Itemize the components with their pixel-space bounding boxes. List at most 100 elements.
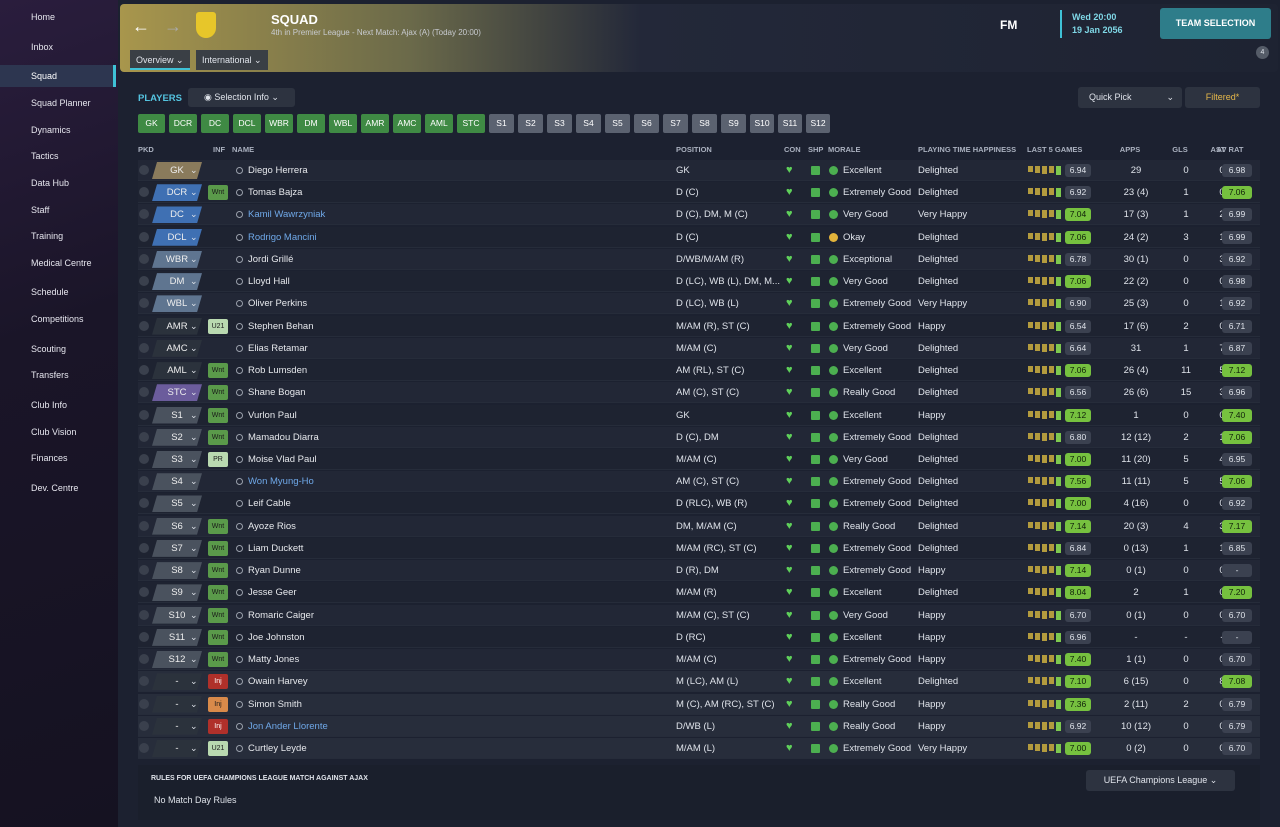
forward[interactable]: → bbox=[164, 16, 182, 36]
player-name[interactable]: Rob Lumsden bbox=[248, 365, 308, 377]
club-badge[interactable] bbox=[196, 12, 216, 38]
pkd-select[interactable]: GK bbox=[152, 162, 202, 179]
position-filter[interactable]: AML bbox=[425, 114, 453, 133]
menu-item[interactable]: Medical Centre bbox=[0, 252, 116, 274]
position-filter[interactable]: WBR bbox=[265, 114, 293, 133]
player-row[interactable]: S4 ⌄ Won Myung-Ho AM (C), ST (C) ♥ Extremely … bbox=[138, 471, 1260, 493]
player-row[interactable]: S12 ⌄ Wnt Matty Jones M/AM (C) ♥ Extremely Goo… bbox=[138, 649, 1260, 671]
player-name[interactable]: Shane Bogan bbox=[248, 387, 306, 399]
pkd-select[interactable]: AML bbox=[152, 362, 202, 380]
position-filter[interactable]: S8 bbox=[692, 114, 717, 133]
pkd-select[interactable]: S12 bbox=[152, 651, 202, 669]
pkd-select[interactable]: S7 bbox=[152, 539, 202, 557]
quick-pick[interactable]: Quick Pick ⌄ bbox=[1078, 87, 1182, 108]
pkd-select[interactable]: DCR bbox=[152, 184, 202, 202]
position-filter[interactable]: DM bbox=[297, 114, 325, 133]
pkd-select[interactable]: DCL bbox=[152, 228, 202, 246]
player-name[interactable]: Matty Jones bbox=[248, 654, 300, 666]
position-filter[interactable]: DCR bbox=[169, 114, 197, 133]
dropdown[interactable]: ⌄ bbox=[190, 631, 198, 642]
column-header[interactable]: PLAYING TIME HAPPINESS bbox=[918, 145, 1017, 154]
column-header[interactable]: AV RAT bbox=[1216, 145, 1244, 154]
menu-item[interactable]: Inbox bbox=[0, 36, 116, 58]
column-header[interactable]: SHP bbox=[808, 145, 824, 154]
player-name[interactable]: Jesse Geer bbox=[248, 587, 297, 599]
tab[interactable]: International ⌄ bbox=[196, 50, 268, 70]
fm-button[interactable]: FM bbox=[1000, 18, 1018, 32]
position-filter[interactable]: DCL bbox=[233, 114, 261, 133]
menu-item[interactable]: Data Hub bbox=[0, 172, 116, 194]
position-filter[interactable]: S7 bbox=[663, 114, 688, 133]
player-row[interactable]: S5 ⌄ Leif Cable D (RLC), WB (R) ♥ Extremely G… bbox=[138, 493, 1260, 515]
team-selection-button[interactable]: TEAM SELECTION bbox=[1160, 8, 1271, 39]
position-filter[interactable]: S10 bbox=[750, 114, 774, 133]
player-name[interactable]: Rodrigo Mancini bbox=[248, 231, 317, 243]
dropdown[interactable]: ⌄ bbox=[190, 209, 198, 220]
player-name[interactable]: Leif Cable bbox=[248, 498, 291, 510]
player-name[interactable]: Kamil Wawrzyniak bbox=[248, 209, 326, 221]
player-name[interactable]: Tomas Bajza bbox=[248, 187, 303, 199]
player-row[interactable]: WBR ⌄ Jordi Grillé D/WB/M/AM (R) ♥ Exceptiona… bbox=[138, 248, 1260, 270]
column-header[interactable]: MORALE bbox=[828, 145, 861, 154]
player-row[interactable]: GK ⌄ Diego Herrera GK ♥ Excellent Delighted 6.9… bbox=[138, 160, 1260, 181]
player-name[interactable]: Ayoze Rios bbox=[248, 520, 296, 532]
player-row[interactable]: - ⌄ Inj Owain Harvey M (LC), AM (L) ♥ Excellen… bbox=[138, 671, 1260, 693]
pkd-select[interactable]: - bbox=[152, 739, 202, 757]
pkd-select[interactable]: S10 bbox=[152, 606, 202, 624]
pkd-select[interactable]: STC bbox=[152, 384, 202, 402]
position-filter[interactable]: GK bbox=[138, 114, 165, 133]
menu-item[interactable]: Schedule bbox=[0, 281, 116, 303]
player-name[interactable]: Simon Smith bbox=[248, 698, 302, 710]
pkd-select[interactable]: WBL bbox=[152, 295, 202, 313]
menu-item[interactable]: Training bbox=[0, 225, 116, 247]
column-header[interactable]: INF bbox=[213, 145, 226, 154]
player-row[interactable]: AMC ⌄ Elias Retamar M/AM (C) ♥ Very Good Delig… bbox=[138, 337, 1260, 359]
player-row[interactable]: S6 ⌄ Wnt Ayoze Rios DM, M/AM (C) ♥ Really Good… bbox=[138, 515, 1260, 537]
pkd-select[interactable]: S3 bbox=[152, 450, 202, 468]
player-name[interactable]: Diego Herrera bbox=[248, 165, 308, 176]
player-row[interactable]: DM ⌄ Lloyd Hall D (LC), WB (L), DM, M... ♥ Ve… bbox=[138, 271, 1260, 293]
position-filter[interactable]: S4 bbox=[576, 114, 601, 133]
position-filter[interactable]: S5 bbox=[605, 114, 630, 133]
menu-item[interactable]: Squad Planner bbox=[0, 92, 116, 114]
player-name[interactable]: Won Myung-Ho bbox=[248, 476, 314, 488]
position-filter[interactable]: DC bbox=[201, 114, 229, 133]
player-name[interactable]: Jon Ander Llorente bbox=[248, 720, 328, 732]
dropdown[interactable]: ⌄ bbox=[190, 654, 198, 665]
column-header[interactable]: LAST 5 GAMES bbox=[1027, 145, 1083, 154]
pkd-select[interactable]: S5 bbox=[152, 495, 202, 513]
position-filter[interactable]: S2 bbox=[518, 114, 543, 133]
pkd-select[interactable]: S9 bbox=[152, 584, 202, 602]
player-name[interactable]: Mamadou Diarra bbox=[248, 431, 319, 443]
player-row[interactable]: S2 ⌄ Wnt Mamadou Diarra D (C), DM ♥ Extremely … bbox=[138, 426, 1260, 448]
pkd-select[interactable]: AMR bbox=[152, 317, 202, 335]
player-name[interactable]: Stephen Behan bbox=[248, 320, 314, 332]
tab[interactable]: Overview ⌄ bbox=[130, 50, 190, 70]
player-row[interactable]: DCR ⌄ Wnt Tomas Bajza D (C) ♥ Extremely Good De… bbox=[138, 182, 1260, 204]
player-name[interactable]: Elias Retamar bbox=[248, 342, 308, 354]
position-filter[interactable]: S9 bbox=[721, 114, 746, 133]
column-header[interactable]: PKD bbox=[138, 145, 154, 154]
dropdown[interactable]: ⌄ bbox=[190, 298, 198, 309]
player-row[interactable]: AML ⌄ Wnt Rob Lumsden AM (RL), ST (C) ♥ Excell… bbox=[138, 360, 1260, 382]
menu-item[interactable]: Squad bbox=[0, 65, 116, 87]
player-name[interactable]: Owain Harvey bbox=[248, 676, 308, 688]
player-row[interactable]: S7 ⌄ Wnt Liam Duckett M/AM (RC), ST (C) ♥ Extr… bbox=[138, 537, 1260, 559]
player-row[interactable]: S1 ⌄ Wnt Vurlon Paul GK ♥ Excellent Happy 7.12 1 0… bbox=[138, 404, 1260, 426]
menu-item[interactable]: Competitions bbox=[0, 308, 116, 330]
position-filter[interactable]: S1 bbox=[489, 114, 514, 133]
menu-item[interactable]: Staff bbox=[0, 199, 116, 221]
dropdown[interactable]: ⌄ bbox=[190, 409, 198, 420]
pkd-select[interactable]: S8 bbox=[152, 562, 202, 580]
player-name[interactable]: Vurlon Paul bbox=[248, 409, 297, 421]
dropdown[interactable]: ⌄ bbox=[190, 231, 198, 242]
position-filter[interactable]: AMR bbox=[361, 114, 389, 133]
column-header[interactable]: GLS bbox=[1172, 145, 1188, 154]
dropdown[interactable]: ⌄ bbox=[190, 276, 198, 287]
dropdown[interactable]: ⌄ bbox=[190, 342, 198, 353]
player-name[interactable]: Moise Vlad Paul bbox=[248, 453, 317, 465]
position-filter[interactable]: AMC bbox=[393, 114, 421, 133]
dropdown[interactable]: ⌄ bbox=[190, 165, 198, 175]
dropdown[interactable]: ⌄ bbox=[190, 676, 198, 687]
pkd-select[interactable]: S2 bbox=[152, 428, 202, 446]
